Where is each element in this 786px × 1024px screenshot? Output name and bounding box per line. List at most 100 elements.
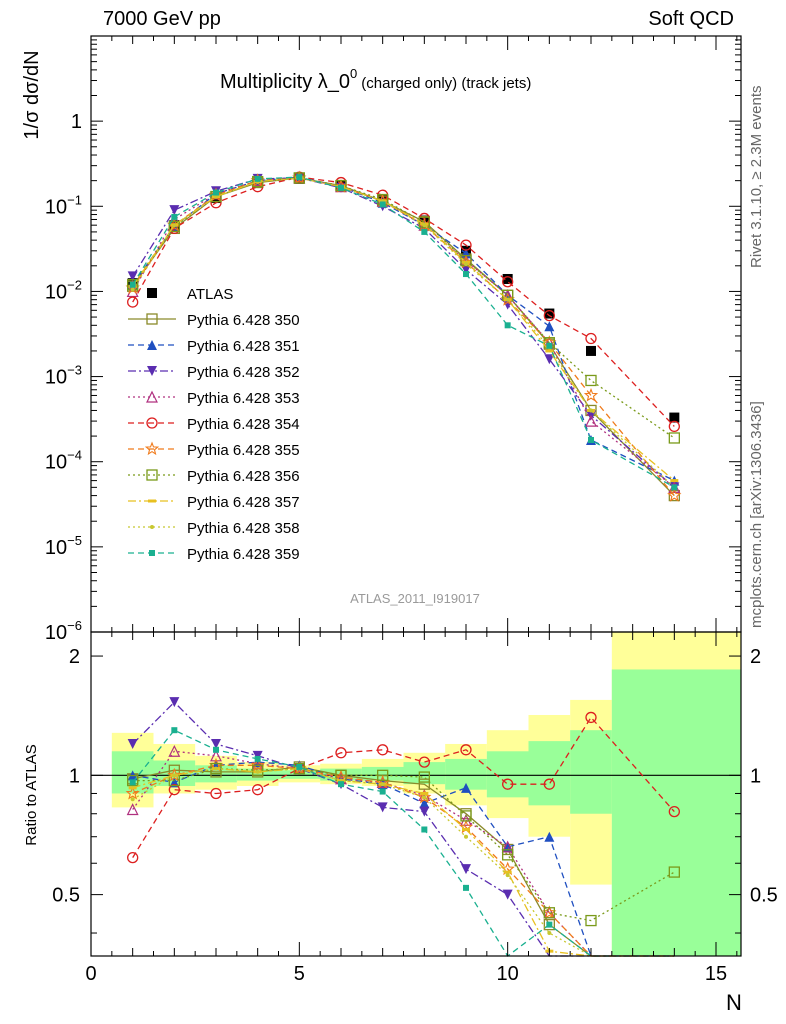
data-point-series-9	[589, 408, 593, 413]
ratio-point-series-9	[296, 763, 303, 770]
ratio-point-series-1	[544, 831, 555, 842]
ratio-point-series-6	[668, 866, 680, 878]
data-point-series-2	[544, 321, 555, 332]
ratio-point-series-1	[461, 782, 471, 793]
ratio-point-series-7	[462, 827, 470, 831]
data-point-series-6	[500, 292, 515, 306]
data-point-series-10	[463, 271, 469, 278]
data-point-series-9	[422, 223, 427, 228]
ratio-point-series-9	[421, 826, 428, 833]
ratio-point-series-2	[377, 802, 388, 813]
y-axis-label: 1/σ dσ/dN	[21, 50, 43, 139]
x-tick-label: 0	[85, 963, 96, 985]
data-point-series-3	[169, 205, 180, 216]
ratio-point-series-6	[127, 774, 139, 787]
rivet-version-label: Rivet 3.1.10, ≥ 2.3M events	[748, 85, 765, 269]
data-point-series-7	[585, 374, 597, 387]
data-point-series-10	[254, 175, 261, 182]
ratio-point-series-8	[464, 834, 468, 839]
ratio-point-series-6	[585, 914, 597, 927]
data-point-series-7	[168, 220, 180, 233]
legend-label-4: Pythia 6.428 353	[187, 390, 300, 407]
ratio-y-tick-label-right: 2	[750, 646, 761, 668]
data-point-series-5	[543, 309, 555, 322]
ratio-band-green	[570, 730, 612, 814]
ratio-point-series-9	[213, 746, 219, 753]
header-left: 7000 GeV pp	[103, 8, 221, 30]
y-tick-label: 10−6	[45, 618, 82, 644]
data-point-series-10	[213, 189, 219, 196]
ratio-point-series-2	[502, 889, 513, 900]
ratio-point-series-9	[463, 884, 469, 891]
header-right: Soft QCD	[648, 8, 734, 30]
series-line-8	[132, 177, 675, 482]
ratio-point-series-5	[417, 789, 432, 804]
data-point-series-9	[172, 223, 177, 228]
data-point-series-6	[667, 488, 682, 502]
data-point-series-8	[545, 349, 554, 353]
ratio-band-green	[236, 768, 279, 781]
ratio-point-series-8	[130, 797, 135, 802]
data-point-series-3	[461, 264, 471, 275]
ratio-point-series-4	[502, 778, 514, 790]
ratio-point-series-7	[503, 870, 512, 874]
legend-marker-0	[147, 288, 157, 298]
legend-label-8: Pythia 6.428 357	[187, 494, 300, 511]
legend-marker-6	[144, 441, 160, 456]
x-tick-label: 10	[497, 963, 519, 985]
ratio-point-series-1	[419, 798, 430, 809]
ratio-point-series-8	[172, 773, 177, 778]
data-point-series-0	[669, 412, 680, 423]
ratio-band-green	[361, 766, 404, 781]
legend-label-6: Pythia 6.428 355	[187, 442, 300, 459]
x-tick-label: 15	[705, 963, 727, 985]
y-tick-label: 10−1	[45, 192, 82, 218]
data-point-series-6	[292, 170, 307, 185]
legend-marker-3	[147, 366, 157, 376]
legend-marker-9	[150, 525, 154, 529]
ratio-point-series-4	[668, 805, 680, 818]
analysis-watermark: ATLAS_2011_I919017	[350, 591, 480, 606]
ratio-y-tick-label-left: 2	[69, 646, 80, 668]
data-point-series-10	[671, 484, 678, 491]
ratio-point-series-2	[461, 864, 471, 875]
ratio-point-series-4	[168, 784, 180, 796]
data-point-series-0	[544, 308, 555, 319]
data-point-series-10	[338, 184, 344, 191]
data-point-series-0	[586, 345, 596, 356]
ratio-point-series-4	[585, 711, 597, 724]
ratio-point-series-4	[210, 787, 222, 800]
ratio-point-series-2	[419, 806, 430, 817]
ratio-point-series-6	[460, 810, 472, 822]
series-line-5	[132, 176, 675, 427]
ratio-point-series-6	[377, 769, 389, 781]
ratio-point-series-4	[418, 756, 430, 768]
data-point-series-10	[379, 201, 386, 208]
legend-marker-2	[147, 340, 157, 350]
mcplots-label: mcplots.cern.ch [arXiv:1306.3436]	[748, 401, 765, 628]
top-panel-frame	[90, 35, 742, 633]
ratio-band-green	[611, 669, 741, 956]
data-point-series-10	[588, 436, 594, 443]
data-point-series-9	[130, 287, 135, 292]
data-point-series-10	[546, 342, 553, 349]
data-point-series-6	[583, 387, 599, 402]
ratio-band-green	[403, 762, 446, 785]
ratio-point-series-5	[542, 905, 557, 919]
legend-label-1: Pythia 6.428 350	[187, 312, 300, 329]
ratio-band-green	[486, 751, 529, 798]
ratio-point-series-6	[252, 764, 264, 776]
ratio-point-series-5	[125, 786, 140, 800]
ratio-point-series-8	[255, 769, 260, 774]
ratio-point-series-2	[211, 738, 221, 749]
ratio-point-series-3	[168, 744, 181, 757]
ratio-panel-frame	[90, 631, 742, 957]
ratio-point-series-4	[377, 744, 389, 756]
data-point-series-3	[127, 271, 138, 282]
data-point-series-7	[293, 172, 305, 184]
data-point-series-10	[171, 213, 178, 220]
data-point-series-10	[296, 174, 303, 181]
legend-label-0: ATLAS	[187, 286, 233, 303]
ratio-point-series-2	[252, 750, 263, 761]
ratio-point-series-7	[420, 791, 429, 795]
